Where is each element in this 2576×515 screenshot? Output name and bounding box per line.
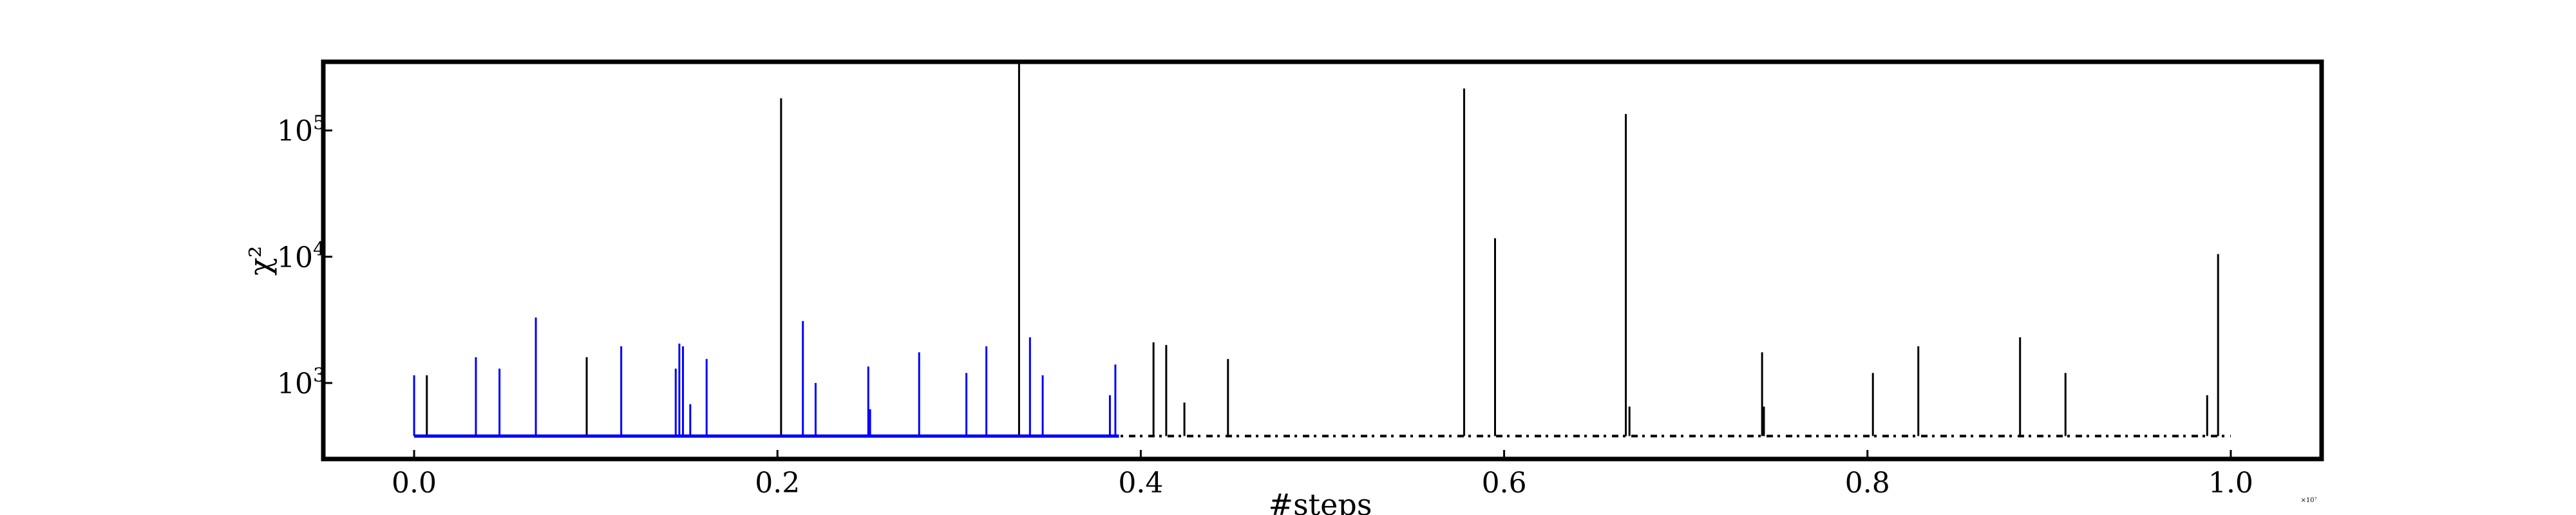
y-axis-ticks: 103 104 105 — [277, 112, 332, 400]
x-tick-label: 0.2 — [755, 467, 800, 500]
x-tick-label: 0.4 — [1118, 467, 1163, 500]
series-layer — [413, 62, 2231, 438]
y-tick-label: 103 — [277, 364, 325, 400]
x-tick-label: 0.8 — [1845, 467, 1890, 500]
x-axis-ticks: 0.0 0.2 0.4 0.6 0.8 1.0 — [392, 450, 2253, 500]
x-tick-label: 0.0 — [392, 467, 437, 500]
y-tick-label: 104 — [277, 238, 325, 274]
y-axis-label: χ² — [243, 246, 278, 276]
x-axis-label: #steps — [1269, 487, 1372, 515]
x-tick-label: 0.6 — [1482, 467, 1527, 500]
y-tick-label: 105 — [277, 112, 325, 148]
x-tick-label: 1.0 — [2208, 467, 2253, 500]
plot-area-border — [321, 59, 2324, 462]
x-axis-exponent: ×10⁷ — [2300, 497, 2316, 504]
